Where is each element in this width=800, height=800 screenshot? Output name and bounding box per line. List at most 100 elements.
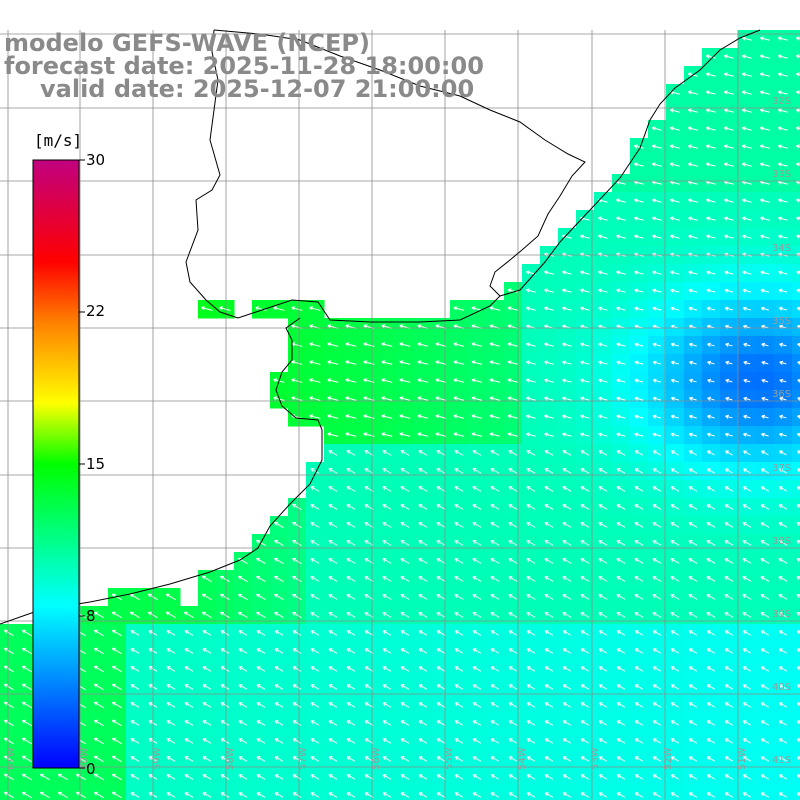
wind-cell bbox=[612, 786, 631, 800]
wind-arrow bbox=[616, 414, 626, 419]
wind-arrow bbox=[472, 666, 482, 672]
wind-arrow bbox=[634, 648, 644, 654]
wind-arrow bbox=[274, 702, 284, 708]
wind-arrow bbox=[3, 755, 14, 763]
wind-arrow bbox=[544, 432, 554, 437]
lat-label: 36S bbox=[772, 389, 791, 400]
wind-arrow bbox=[723, 162, 734, 167]
wind-arrow bbox=[256, 575, 266, 583]
wind-arrow bbox=[382, 612, 392, 618]
wind-arrow bbox=[760, 558, 770, 564]
wind-arrow bbox=[598, 234, 608, 239]
wind-arrow bbox=[346, 594, 356, 600]
wind-arrow bbox=[346, 468, 356, 474]
wind-cell bbox=[792, 138, 800, 157]
wind-arrow bbox=[562, 468, 572, 474]
wind-arrow bbox=[381, 414, 393, 419]
lat-label: 39S bbox=[772, 609, 791, 620]
wind-arrow bbox=[580, 756, 590, 762]
wind-arrow bbox=[93, 755, 104, 763]
wind-arrow bbox=[724, 468, 733, 474]
wind-arrow bbox=[489, 414, 501, 419]
wind-arrow bbox=[562, 774, 572, 780]
wind-arrow bbox=[292, 611, 302, 618]
wind-arrow bbox=[346, 792, 356, 798]
wind-arrow bbox=[111, 629, 122, 637]
wind-cell bbox=[792, 516, 800, 535]
wind-arrow bbox=[652, 756, 662, 762]
wind-arrow bbox=[238, 630, 248, 636]
wind-arrow bbox=[472, 468, 482, 474]
wind-arrow bbox=[598, 612, 608, 618]
wind-arrow bbox=[760, 756, 770, 762]
wind-arrow bbox=[526, 774, 536, 780]
wind-arrow bbox=[707, 450, 715, 456]
wind-arrow bbox=[652, 270, 662, 275]
wind-arrow bbox=[580, 234, 590, 239]
wind-cell bbox=[126, 786, 145, 800]
wind-arrow bbox=[93, 791, 104, 799]
wind-arrow bbox=[526, 342, 536, 347]
wind-arrow bbox=[184, 738, 194, 744]
wind-arrow bbox=[651, 126, 662, 131]
colorbar-units: [m/s] bbox=[34, 131, 83, 150]
wind-arrow bbox=[688, 540, 698, 546]
wind-arrow bbox=[202, 702, 212, 708]
wind-arrow bbox=[724, 558, 734, 564]
wind-arrow bbox=[777, 90, 788, 95]
wind-arrow bbox=[688, 270, 698, 275]
wind-arrow bbox=[274, 738, 284, 744]
wind-arrow bbox=[706, 576, 716, 582]
wind-arrow bbox=[761, 342, 769, 347]
wind-arrow bbox=[724, 540, 734, 546]
wind-arrow bbox=[670, 612, 680, 618]
wind-arrow bbox=[598, 576, 608, 582]
wind-arrow bbox=[381, 378, 393, 383]
wind-arrow bbox=[436, 468, 446, 474]
wind-arrow bbox=[688, 612, 698, 618]
wind-arrow bbox=[21, 755, 32, 763]
wind-arrow bbox=[706, 540, 716, 546]
wind-cell bbox=[90, 786, 109, 800]
wind-arrow bbox=[130, 666, 140, 672]
wind-arrow bbox=[742, 198, 752, 203]
wind-arrow bbox=[544, 288, 554, 293]
wind-arrow bbox=[616, 522, 626, 528]
wind-arrow bbox=[687, 162, 698, 167]
wind-arrow bbox=[508, 576, 518, 582]
wind-arrow bbox=[562, 288, 572, 293]
wind-arrow bbox=[580, 630, 590, 636]
colorbar-tick-15: 15 bbox=[86, 455, 106, 473]
wind-arrow bbox=[490, 630, 500, 636]
wind-cell bbox=[792, 552, 800, 571]
wind-arrow bbox=[796, 198, 800, 203]
wind-arrow bbox=[418, 756, 428, 762]
wind-arrow bbox=[634, 414, 644, 419]
wind-cell bbox=[792, 624, 800, 643]
wind-arrow bbox=[526, 540, 536, 546]
wind-arrow bbox=[508, 702, 518, 708]
wind-arrow bbox=[418, 630, 428, 636]
wind-cell bbox=[792, 66, 800, 85]
wind-arrow bbox=[363, 414, 375, 419]
wind-arrow bbox=[760, 576, 770, 582]
wind-arrow bbox=[345, 432, 357, 437]
wind-arrow bbox=[616, 756, 626, 762]
wind-cell bbox=[792, 408, 800, 427]
wind-arrow bbox=[723, 90, 734, 95]
wind-arrow bbox=[292, 503, 302, 510]
wind-arrow bbox=[472, 774, 482, 780]
wind-arrow bbox=[184, 702, 194, 708]
wind-arrow bbox=[633, 144, 644, 149]
wind-arrow bbox=[688, 576, 698, 582]
wind-arrow bbox=[688, 288, 698, 293]
wind-arrow bbox=[724, 702, 734, 708]
wind-arrow bbox=[75, 773, 86, 781]
wind-arrow bbox=[705, 72, 716, 77]
wind-arrow bbox=[706, 486, 716, 492]
wind-arrow bbox=[724, 756, 734, 762]
wind-cell bbox=[396, 786, 415, 800]
wind-arrow bbox=[184, 756, 194, 762]
wind-arrow bbox=[400, 486, 410, 492]
wind-arrow bbox=[544, 468, 554, 474]
